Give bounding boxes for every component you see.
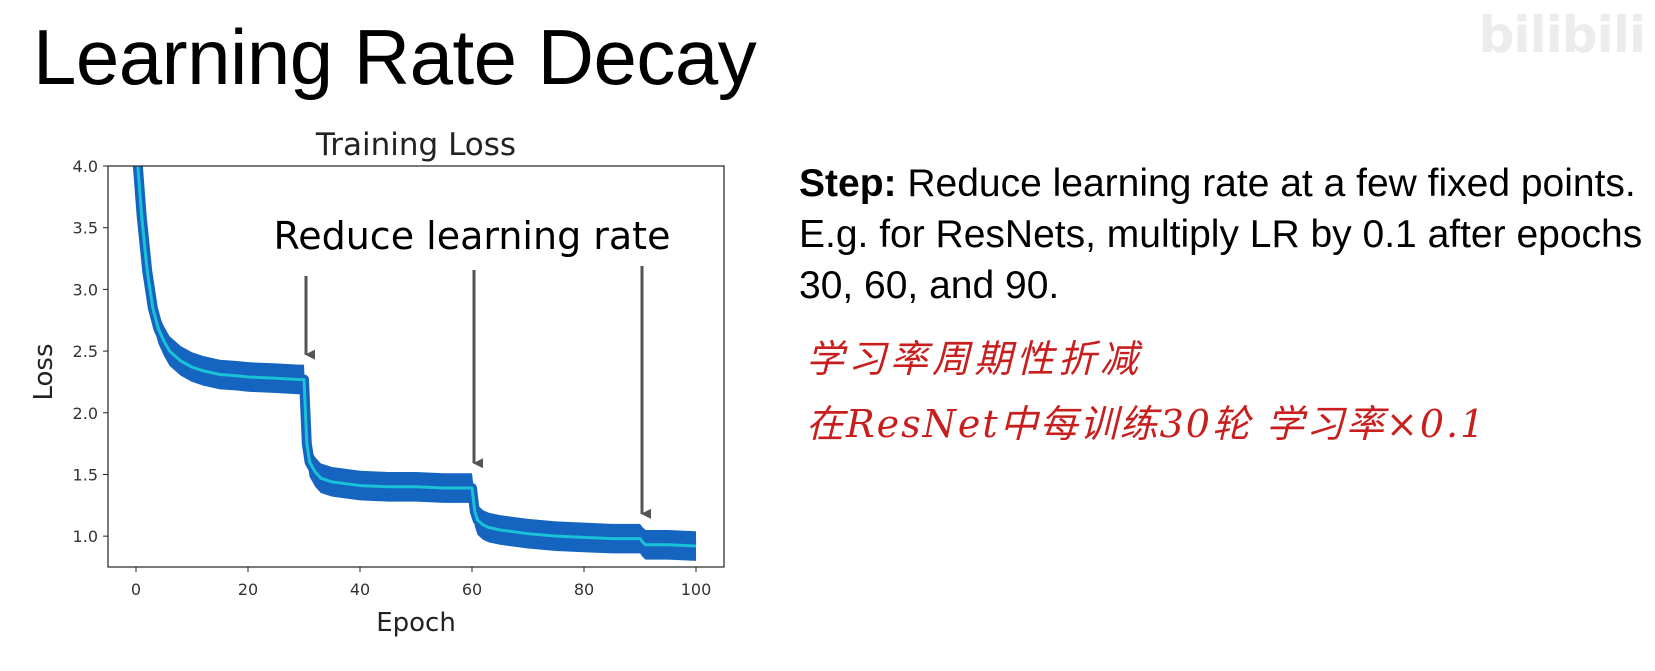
x-tick-label: 40 [350,580,370,599]
step-description: Reduce learning rate at a few fixed poin… [799,162,1643,307]
watermark-logo: bilibili [1478,6,1646,64]
y-tick-label: 1.5 [73,465,98,484]
step-label: Step: [799,162,897,205]
training-loss-chart: Training Loss 0 20 40 60 80 100 1.0 1.5 2.0 2.5 3.… [29,127,725,638]
handwritten-note-1: 学习率周期性折减 [806,337,1143,381]
y-tick-label: 3.0 [73,280,98,299]
description: Step: Reduce learning rate at a few fixe… [799,158,1649,311]
y-tick-label: 1.0 [73,527,98,546]
y-axis-label: Loss [29,343,59,400]
x-tick-label: 100 [681,580,712,599]
plot-frame [107,165,725,568]
slide-title: Learning Rate Decay [33,13,757,101]
y-tick-label: 4.0 [73,157,98,176]
chart-title: Training Loss [315,127,516,163]
y-tick-label: 2.0 [73,404,98,423]
series-0-line [136,166,697,548]
chart-annotation: Reduce learning rate [274,214,671,258]
x-tick-label: 80 [574,580,594,599]
handwritten-note-2: 在ResNet中每训练30轮 学习率×0.1 [806,402,1487,446]
x-axis-label: Epoch [376,608,456,638]
x-tick-label: 60 [462,580,482,599]
series-0-noise-band [136,166,696,561]
y-tick-label: 2.5 [73,342,98,361]
x-tick-label: 0 [131,580,141,599]
x-tick-label: 20 [238,580,258,599]
y-tick-label: 3.5 [73,219,98,238]
